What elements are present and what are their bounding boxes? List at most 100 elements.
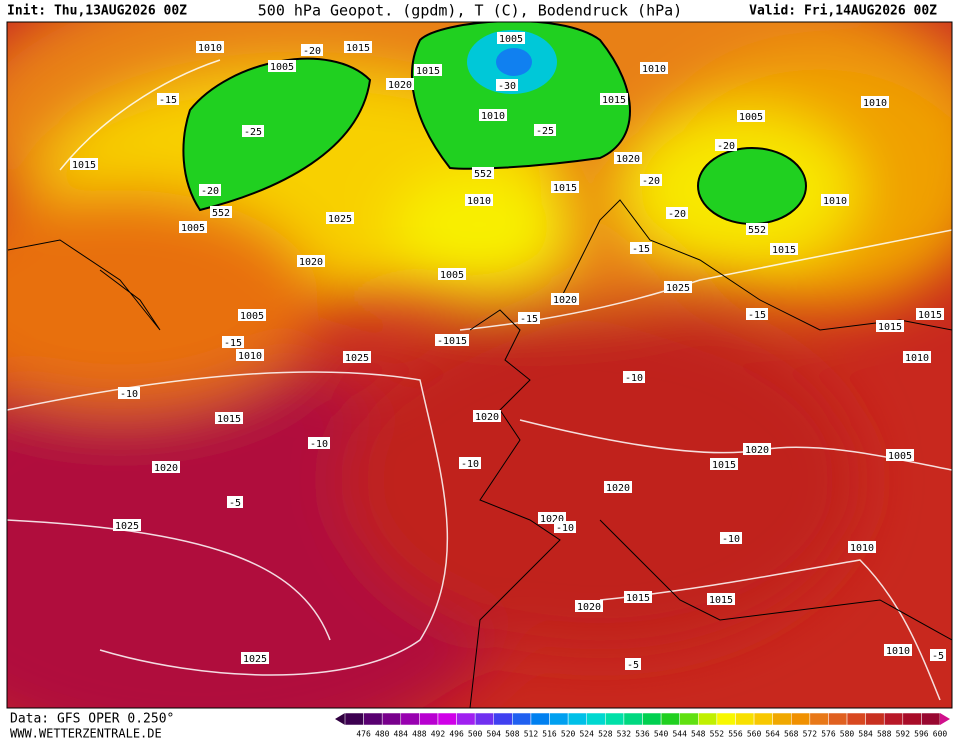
map-label: 1025	[115, 521, 139, 532]
scale-label: 564	[765, 730, 780, 739]
label-box	[876, 320, 904, 332]
map-label: -25	[244, 127, 262, 138]
label-box	[227, 496, 243, 508]
map-label: 1015	[709, 595, 733, 606]
scale-swatch	[381, 712, 402, 726]
scale-swatch	[586, 712, 606, 726]
map-label: 1010	[886, 646, 910, 657]
scale-swatch	[456, 712, 476, 726]
map-label: 1010	[905, 353, 929, 364]
map-label: 1020	[745, 445, 769, 456]
label-box	[575, 600, 603, 612]
label-box	[623, 371, 645, 383]
scale-label: 548	[691, 730, 706, 739]
map-label: -20	[303, 46, 321, 57]
map-label: -20	[717, 141, 735, 152]
map-label: -15	[632, 244, 650, 255]
scale-swatch	[642, 712, 662, 726]
scale-label: 588	[877, 730, 892, 739]
scale-swatch	[623, 712, 643, 726]
scale-swatch	[344, 712, 364, 726]
label-box	[472, 167, 494, 179]
map-label: 1015	[772, 245, 796, 256]
map-label: 1015	[553, 183, 577, 194]
scale-label: 492	[431, 730, 446, 739]
scale-label: 488	[412, 730, 427, 739]
map-label: 1005	[270, 62, 294, 73]
scale-label: 524	[579, 730, 594, 739]
scale-arrow-left	[335, 713, 345, 725]
map-label: -15	[748, 310, 766, 321]
scale-label: 496	[449, 730, 464, 739]
map-label: -5	[627, 660, 639, 671]
label-box	[70, 158, 98, 170]
map-label: -20	[201, 186, 219, 197]
map-label: 1005	[499, 34, 523, 45]
scale-swatch	[921, 712, 941, 726]
label-box	[707, 593, 735, 605]
label-box	[551, 293, 579, 305]
scale-label: 540	[654, 730, 669, 739]
label-box	[640, 62, 668, 74]
map-label: 1010	[850, 543, 874, 554]
label-box	[916, 308, 944, 320]
scale-label: 596	[914, 730, 929, 739]
scale-label: 528	[598, 730, 613, 739]
map-label: 1020	[553, 295, 577, 306]
label-box	[666, 207, 688, 219]
map-label: 1015	[346, 43, 370, 54]
label-box	[886, 449, 914, 461]
map-label: 552	[212, 208, 230, 219]
label-box	[343, 351, 371, 363]
scale-label: 544	[672, 730, 687, 739]
scale-label: 516	[542, 730, 557, 739]
label-box	[884, 644, 912, 656]
map-label: -25	[536, 126, 554, 137]
label-box	[554, 521, 576, 533]
scale-swatch	[363, 712, 383, 726]
scale-label: 568	[784, 730, 799, 739]
map-title: 500 hPa Geopot. (gpdm), T (C), Bodendruc…	[258, 2, 682, 20]
label-box	[604, 481, 632, 493]
map-label: 1020	[540, 514, 564, 525]
map-label: 1015	[416, 66, 440, 77]
label-box	[215, 412, 243, 424]
label-box	[344, 41, 372, 53]
map-label: -15	[159, 95, 177, 106]
label-box	[770, 243, 798, 255]
label-box	[152, 461, 180, 473]
map-frame	[6, 21, 953, 709]
label-box	[861, 96, 889, 108]
label-box	[157, 93, 179, 105]
label-box	[630, 242, 652, 254]
label-box	[614, 152, 642, 164]
scale-swatch	[660, 712, 680, 726]
label-box	[720, 532, 742, 544]
label-box	[326, 212, 354, 224]
map-label: 1005	[888, 451, 912, 462]
label-box	[746, 223, 768, 235]
label-box	[746, 308, 768, 320]
scale-swatch	[716, 712, 736, 726]
map-label: 1025	[666, 283, 690, 294]
map-label: 1025	[328, 214, 352, 225]
map-label: -1015	[437, 336, 467, 347]
map-label: 1020	[299, 257, 323, 268]
label-box	[624, 591, 652, 603]
map-label: -10	[310, 439, 328, 450]
label-box	[715, 139, 737, 151]
label-box	[236, 349, 264, 361]
init-time: Init: Thu,13AUG2026 00Z	[7, 4, 187, 19]
scale-label: 576	[821, 730, 836, 739]
label-box	[600, 93, 628, 105]
label-box	[551, 181, 579, 193]
label-box	[301, 44, 323, 56]
scale-swatch	[474, 712, 494, 726]
label-box	[268, 60, 296, 72]
map-label: 1010	[198, 43, 222, 54]
map-label: 1005	[739, 112, 763, 123]
scale-label: 560	[747, 730, 762, 739]
scale-swatch	[883, 712, 904, 726]
label-box	[640, 174, 662, 186]
